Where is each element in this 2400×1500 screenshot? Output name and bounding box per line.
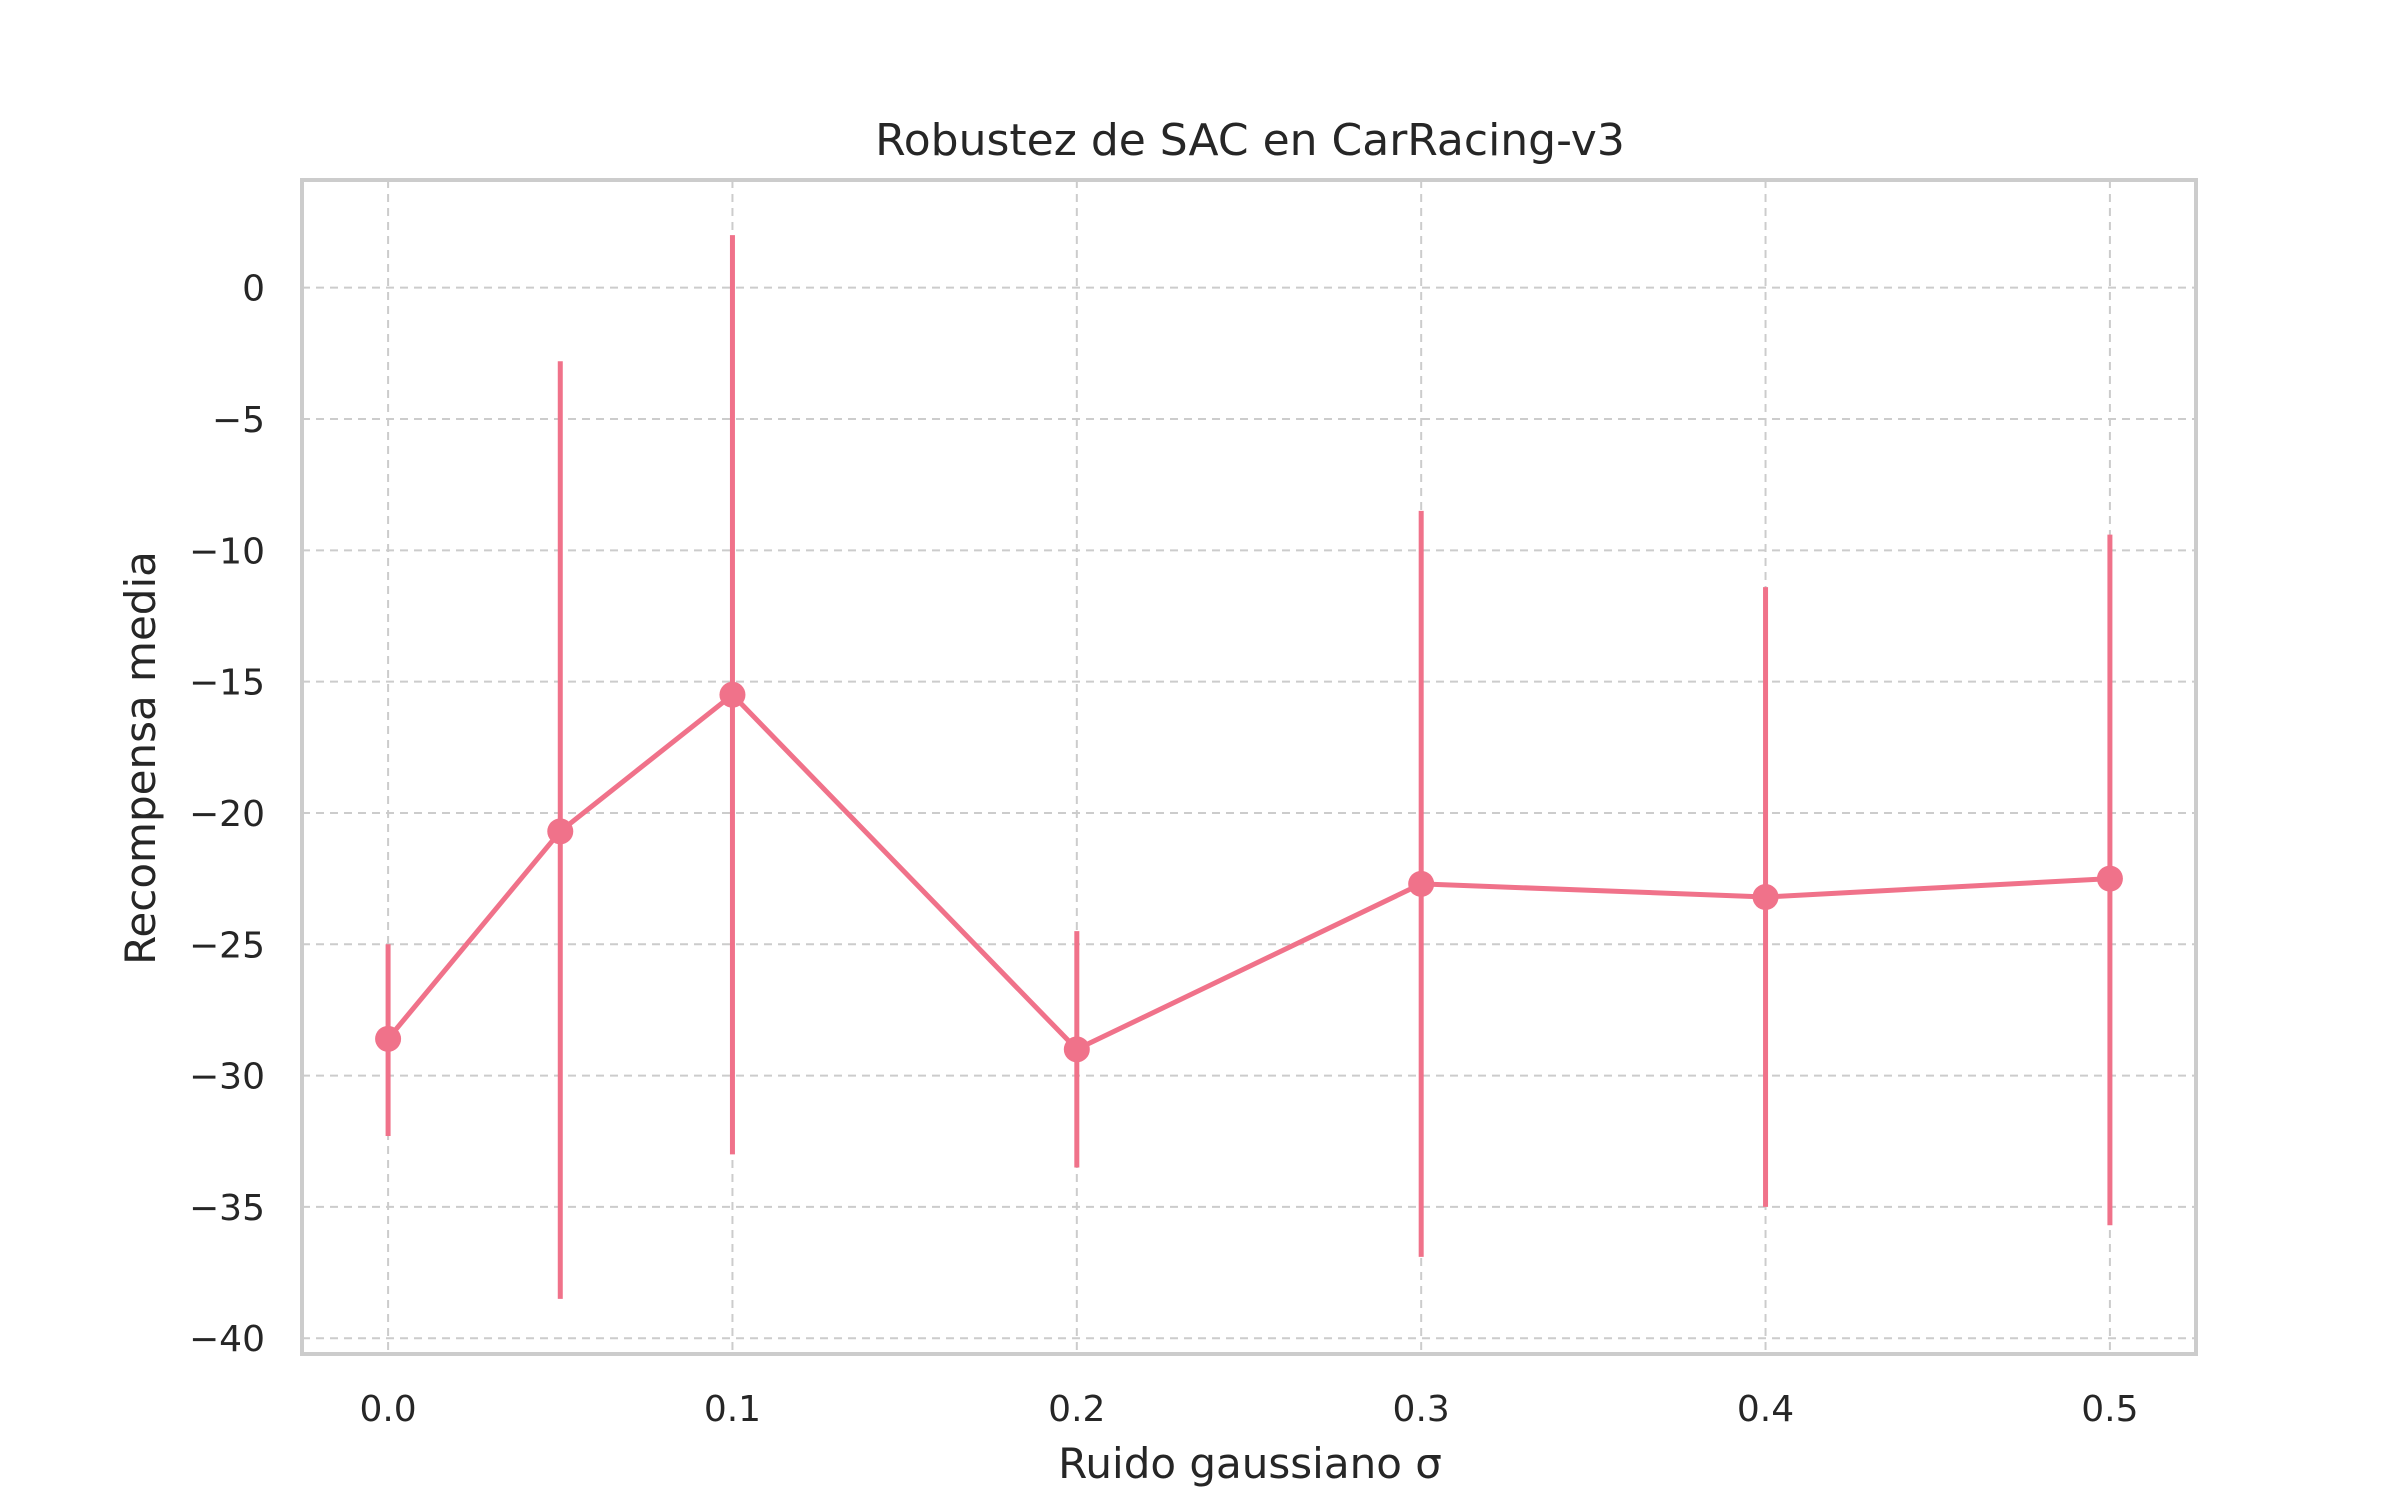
data-point (375, 1025, 402, 1052)
y-tick-label: −5 (212, 400, 265, 441)
y-tick-label: 0 (242, 269, 265, 310)
series-line (386, 692, 2111, 1052)
x-tick-label: 0.2 (1048, 1389, 1105, 1430)
data-point (2096, 865, 2123, 892)
y-tick-label: −10 (189, 531, 265, 572)
grid (302, 180, 2196, 1354)
y-tick-label: −40 (189, 1319, 265, 1360)
error-bars (385, 235, 2113, 1299)
y-axis-label: Recompensa media (116, 551, 165, 965)
y-tick-label: −30 (189, 1057, 265, 1098)
x-tick-label: 0.0 (359, 1389, 416, 1430)
x-tick-label: 0.5 (2081, 1389, 2138, 1430)
x-tick-label: 0.3 (1393, 1389, 1450, 1430)
data-point (719, 681, 746, 708)
data-point (1752, 884, 1779, 911)
y-tick-labels: 0 −5 −10 −15 −20 −25 −30 −35 −40 (189, 269, 265, 1361)
x-tick-labels: 0.0 0.1 0.2 0.3 0.4 0.5 (359, 1389, 2138, 1430)
data-markers (375, 681, 2123, 1063)
x-axis-label: Ruido gaussiano σ (1058, 1439, 1442, 1488)
x-tick-label: 0.1 (704, 1389, 761, 1430)
data-point (1408, 870, 1435, 897)
chart-title: Robustez de SAC en CarRacing-v3 (875, 115, 1625, 166)
y-tick-label: −25 (189, 925, 265, 966)
y-tick-label: −35 (189, 1188, 265, 1229)
data-point (1063, 1036, 1090, 1063)
x-tick-label: 0.4 (1737, 1389, 1794, 1430)
y-tick-label: −15 (189, 663, 265, 704)
plot-frame (300, 178, 2198, 1356)
y-tick-label: −20 (189, 794, 265, 835)
data-point (547, 818, 574, 845)
